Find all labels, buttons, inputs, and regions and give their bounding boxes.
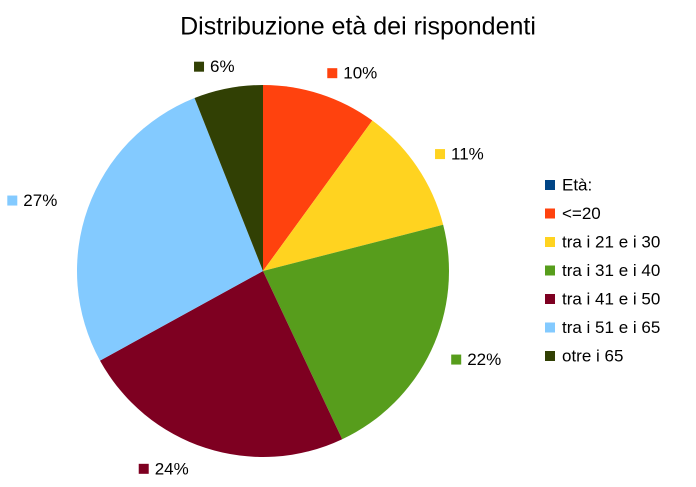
legend-title: Età: xyxy=(562,175,592,194)
data-label: 22% xyxy=(467,350,501,369)
label-swatch xyxy=(138,463,149,474)
pie-slice xyxy=(100,271,343,457)
label-swatch xyxy=(435,149,446,160)
chart-title: Distribuzione età dei rispondenti xyxy=(180,13,536,41)
legend-swatch xyxy=(545,208,555,219)
legend-swatch xyxy=(545,322,555,333)
pie-slice xyxy=(263,120,444,271)
legend-label: tra i 51 e i 65 xyxy=(562,318,660,337)
data-label: 10% xyxy=(343,64,377,83)
data-label: 11% xyxy=(451,145,484,164)
legend-swatch xyxy=(545,294,555,304)
data-label: 6% xyxy=(210,57,235,76)
pie-slice xyxy=(77,98,263,361)
legend-label: tra i 21 e i 30 xyxy=(562,232,660,251)
legend-swatch xyxy=(545,180,555,190)
legend-label: tra i 31 e i 40 xyxy=(562,261,660,280)
pie-slice xyxy=(263,85,373,271)
label-swatch xyxy=(7,195,18,206)
label-swatch xyxy=(327,68,338,79)
legend-swatch xyxy=(545,265,555,276)
legend-swatch xyxy=(545,351,555,361)
legend-label: <=20 xyxy=(562,204,601,223)
legend-swatch xyxy=(545,237,555,247)
pie-slice xyxy=(194,85,263,271)
legend-label: tra i 41 e i 50 xyxy=(562,289,660,308)
pie-slice xyxy=(263,224,449,440)
data-label: 24% xyxy=(155,459,189,478)
label-swatch xyxy=(194,61,205,72)
data-label: 27% xyxy=(23,191,57,210)
legend-label: otre i 65 xyxy=(562,346,623,365)
label-swatch xyxy=(451,354,462,365)
